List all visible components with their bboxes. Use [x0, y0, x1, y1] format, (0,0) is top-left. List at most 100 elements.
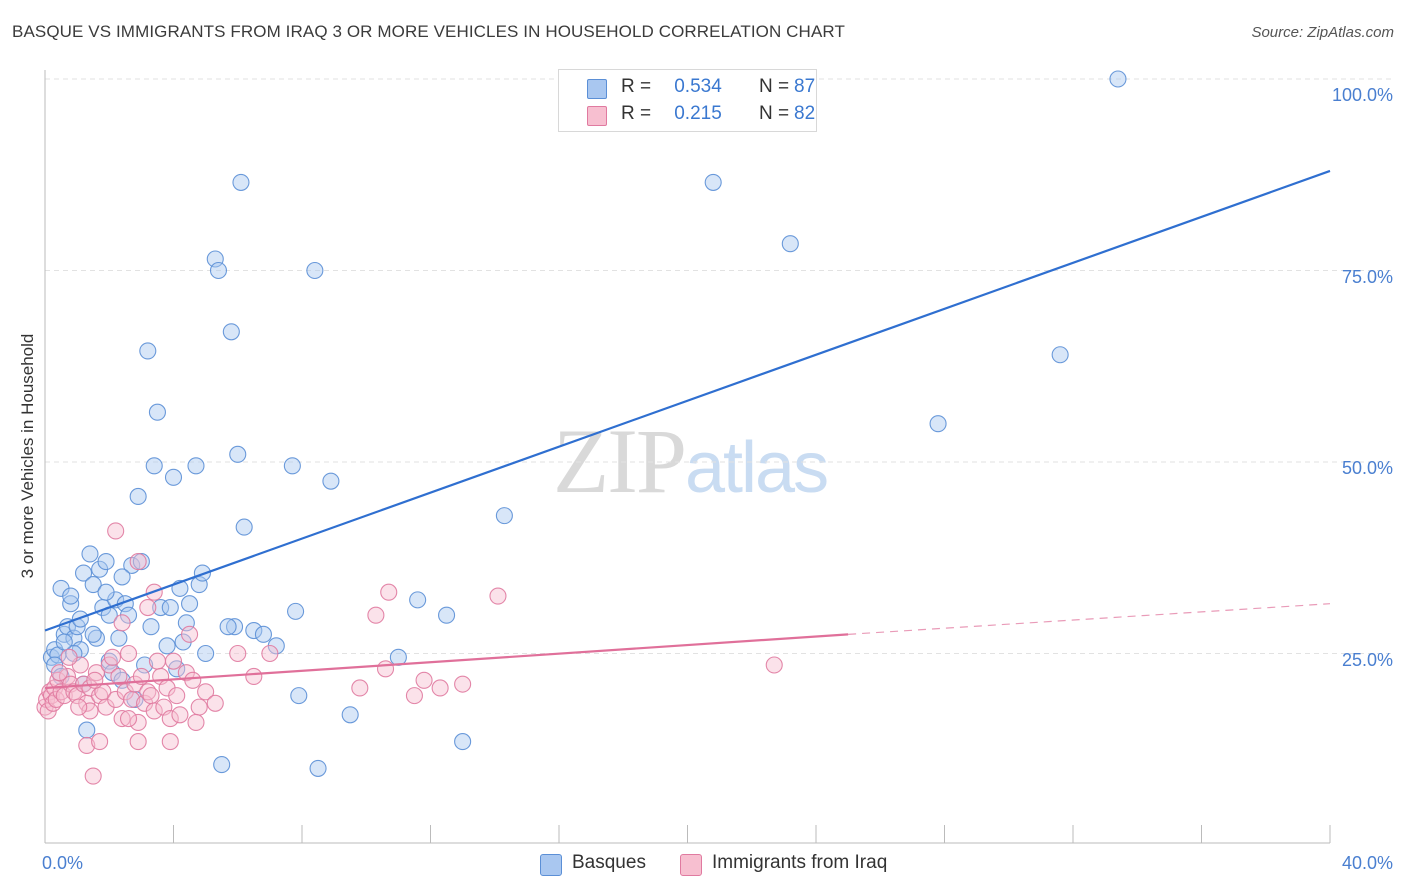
point-basques-39	[187, 457, 205, 475]
point-basques-47	[232, 173, 250, 191]
point-iraq-30	[119, 644, 138, 663]
point-iraq-56	[229, 644, 247, 663]
point-basques-53	[290, 687, 308, 705]
point-basques-30	[145, 457, 163, 475]
point-iraq-75	[119, 710, 138, 728]
point-basques-82	[219, 618, 237, 636]
point-iraq-25	[103, 648, 122, 666]
point-iraq-45	[171, 706, 189, 724]
point-iraq-50	[107, 522, 125, 540]
watermark-atlas: atlas	[685, 428, 829, 508]
point-basques-85	[62, 587, 80, 605]
point-basques-26	[129, 487, 147, 506]
point-basques-75	[97, 583, 115, 601]
point-iraq-64	[415, 671, 433, 689]
y-tick-label-3: 100.0%	[1331, 85, 1393, 105]
point-basques-17	[97, 553, 115, 571]
point-iraq-70	[91, 733, 109, 751]
source-credit: Source: ZipAtlas.com	[1251, 24, 1394, 41]
legend-r-value-basques: 0.534	[674, 76, 722, 97]
point-basques-29	[139, 342, 157, 360]
point-iraq-61	[376, 660, 395, 678]
point-iraq-72	[161, 733, 179, 751]
legend-r-label: R =	[621, 76, 652, 97]
point-basques-43	[213, 756, 231, 774]
point-iraq-78	[70, 698, 88, 716]
point-iraq-62	[380, 583, 398, 601]
point-basques-48	[235, 518, 253, 536]
point-iraq-39	[148, 652, 166, 670]
point-basques-49	[245, 621, 263, 640]
point-basques-62	[495, 507, 513, 525]
point-basques-65	[929, 415, 947, 433]
y-tick-label-0: 25.0%	[1341, 649, 1393, 670]
point-basques-11	[78, 721, 96, 739]
chart-title: BASQUE VS IMMIGRANTS FROM IRAQ 3 OR MORE…	[12, 22, 845, 41]
point-basques-74	[55, 633, 73, 651]
point-basques-59	[409, 591, 427, 609]
point-iraq-49	[197, 683, 215, 701]
x-tick-label-max: 40.0%	[1341, 853, 1393, 873]
point-iraq-71	[129, 733, 147, 751]
legend-swatch-basques	[587, 79, 607, 99]
y-tick-label-1: 50.0%	[1341, 458, 1393, 478]
point-iraq-27	[110, 667, 128, 686]
legend-n-label: N =	[759, 76, 790, 97]
point-iraq-47	[184, 671, 202, 689]
point-basques-63	[704, 173, 722, 191]
point-basques-55	[309, 759, 327, 777]
watermark: ZIPatlas	[553, 408, 829, 514]
point-iraq-60	[367, 606, 385, 624]
point-iraq-80	[168, 687, 186, 705]
point-basques-52	[287, 602, 305, 620]
point-iraq-43	[161, 710, 179, 728]
point-iraq-76	[50, 664, 69, 682]
point-basques-31	[148, 403, 166, 421]
point-iraq-69	[78, 736, 96, 754]
point-basques-46	[229, 445, 247, 463]
point-iraq-28	[113, 710, 131, 728]
point-basques-34	[164, 468, 183, 486]
point-basques-72	[142, 618, 160, 636]
y-axis-title: 3 or more Vehicles in Household	[18, 333, 37, 579]
point-iraq-73	[187, 713, 205, 731]
x-tick-label-min: 0.0%	[42, 853, 84, 873]
point-basques-45	[225, 618, 244, 636]
point-iraq-51	[129, 553, 147, 571]
point-basques-51	[283, 457, 301, 475]
point-basques-57	[341, 706, 359, 724]
point-iraq-63	[405, 687, 423, 705]
point-basques-70	[84, 625, 102, 643]
watermark-zip: ZIP	[553, 410, 687, 512]
point-basques-66	[1051, 346, 1069, 364]
point-iraq-44	[164, 652, 183, 670]
point-iraq-33	[129, 713, 147, 731]
point-iraq-37	[142, 687, 160, 705]
point-iraq-74	[81, 702, 99, 720]
point-iraq-57	[245, 667, 263, 686]
point-iraq-48	[190, 698, 208, 716]
point-basques-10	[75, 564, 93, 582]
series-swatch-iraq	[680, 854, 702, 876]
point-iraq-65	[431, 679, 449, 697]
correlation-legend: R = 0.534 N = 87 R = 0.215 N = 82	[558, 69, 817, 132]
point-basques-76	[113, 568, 131, 586]
point-basques-32	[152, 598, 170, 617]
point-basques-21	[110, 629, 128, 647]
point-iraq-68	[765, 656, 783, 674]
point-basques-42	[209, 261, 228, 280]
series-swatch-basques	[540, 854, 562, 876]
point-iraq-58	[261, 644, 279, 663]
point-iraq-77	[60, 648, 78, 666]
point-basques-60	[438, 606, 456, 624]
point-basques-64	[781, 235, 799, 253]
point-iraq-54	[139, 598, 157, 617]
point-iraq-53	[181, 625, 199, 643]
point-basques-12	[81, 545, 99, 563]
legend-n-value-iraq: 82	[794, 103, 816, 124]
point-basques-73	[197, 644, 215, 663]
point-basques-67	[1109, 70, 1127, 88]
point-basques-61	[454, 733, 472, 751]
point-basques-54	[306, 261, 324, 280]
